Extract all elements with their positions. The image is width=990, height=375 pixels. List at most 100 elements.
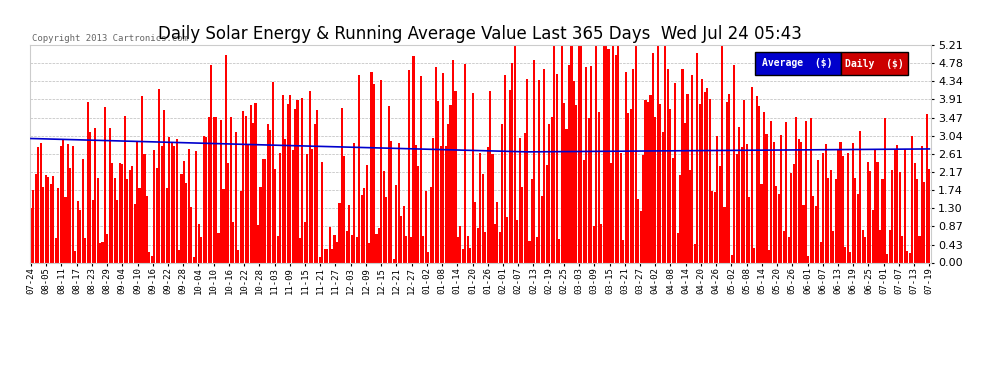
Bar	[435, 67, 437, 262]
Bar	[785, 122, 787, 262]
Bar	[921, 146, 923, 262]
Bar	[403, 206, 405, 262]
Bar	[163, 110, 165, 262]
Bar	[623, 240, 625, 262]
Bar	[642, 155, 644, 262]
Bar	[613, 45, 615, 262]
Bar	[825, 144, 827, 262]
Bar	[651, 53, 654, 262]
Title: Daily Solar Energy & Running Average Value Last 365 Days  Wed Jul 24 05:43: Daily Solar Energy & Running Average Val…	[158, 26, 802, 44]
Bar	[420, 76, 422, 262]
Bar	[45, 175, 47, 262]
Bar	[837, 150, 840, 262]
Bar	[800, 142, 802, 262]
Bar	[428, 252, 430, 262]
Bar	[170, 142, 172, 262]
Bar	[644, 100, 646, 262]
Bar	[608, 49, 610, 262]
Bar	[773, 142, 775, 262]
Bar	[208, 117, 210, 262]
Bar	[360, 195, 362, 262]
Bar	[408, 70, 410, 262]
Bar	[630, 109, 632, 262]
Bar	[484, 231, 486, 262]
Text: Copyright 2013 Cartronics.com: Copyright 2013 Cartronics.com	[32, 34, 187, 43]
Bar	[874, 148, 876, 262]
Bar	[188, 148, 190, 262]
Bar	[180, 174, 182, 262]
Bar	[849, 252, 851, 262]
Bar	[684, 123, 686, 262]
Bar	[119, 164, 121, 262]
Bar	[654, 117, 656, 262]
Bar	[736, 154, 738, 262]
Bar	[694, 244, 696, 262]
Bar	[213, 117, 215, 262]
Bar	[269, 130, 271, 262]
Bar	[160, 146, 162, 262]
Bar	[869, 171, 871, 262]
Bar	[531, 178, 533, 262]
Bar	[891, 170, 893, 262]
Bar	[558, 239, 560, 262]
Bar	[489, 91, 491, 262]
Bar	[494, 224, 496, 262]
Bar	[506, 217, 508, 262]
Bar	[344, 156, 346, 262]
Bar	[223, 189, 225, 262]
Bar	[430, 187, 432, 262]
Bar	[544, 69, 545, 262]
Bar	[126, 179, 129, 262]
Bar	[788, 237, 790, 262]
Bar	[286, 104, 289, 262]
Bar	[291, 150, 294, 262]
Bar	[319, 257, 321, 262]
Bar	[560, 45, 562, 262]
Bar	[830, 170, 832, 262]
Bar	[578, 45, 580, 262]
Bar	[121, 164, 124, 262]
Bar	[575, 105, 577, 262]
Bar	[210, 65, 212, 262]
Bar	[724, 207, 726, 262]
Bar	[901, 236, 903, 262]
Bar	[496, 202, 499, 262]
Bar	[469, 248, 471, 262]
Bar	[198, 224, 200, 262]
Bar	[153, 150, 155, 262]
Bar	[640, 211, 642, 262]
Bar	[274, 169, 276, 262]
Bar	[842, 156, 844, 262]
Bar	[783, 231, 785, 262]
Bar	[864, 237, 866, 262]
Bar	[514, 45, 516, 262]
Bar	[131, 166, 134, 262]
Bar	[440, 146, 442, 262]
Bar	[669, 109, 671, 262]
Bar	[666, 69, 669, 262]
Bar	[884, 118, 886, 262]
Bar	[588, 118, 590, 262]
Bar	[861, 230, 863, 262]
Bar	[734, 65, 736, 262]
Bar	[104, 107, 106, 262]
Bar	[714, 192, 716, 262]
Bar	[844, 248, 846, 262]
Bar	[689, 171, 691, 262]
Bar	[793, 164, 795, 262]
Bar	[509, 90, 511, 262]
Bar	[854, 177, 856, 262]
Bar	[89, 132, 91, 262]
Bar	[82, 159, 84, 262]
Bar	[413, 56, 415, 262]
Bar	[99, 243, 101, 262]
Bar	[926, 114, 928, 262]
Bar	[228, 163, 230, 262]
Bar	[380, 80, 382, 262]
Bar	[425, 191, 427, 262]
Bar	[183, 161, 185, 262]
Bar	[101, 242, 104, 262]
Bar	[150, 256, 152, 262]
Bar	[686, 94, 688, 262]
Bar	[568, 65, 570, 262]
